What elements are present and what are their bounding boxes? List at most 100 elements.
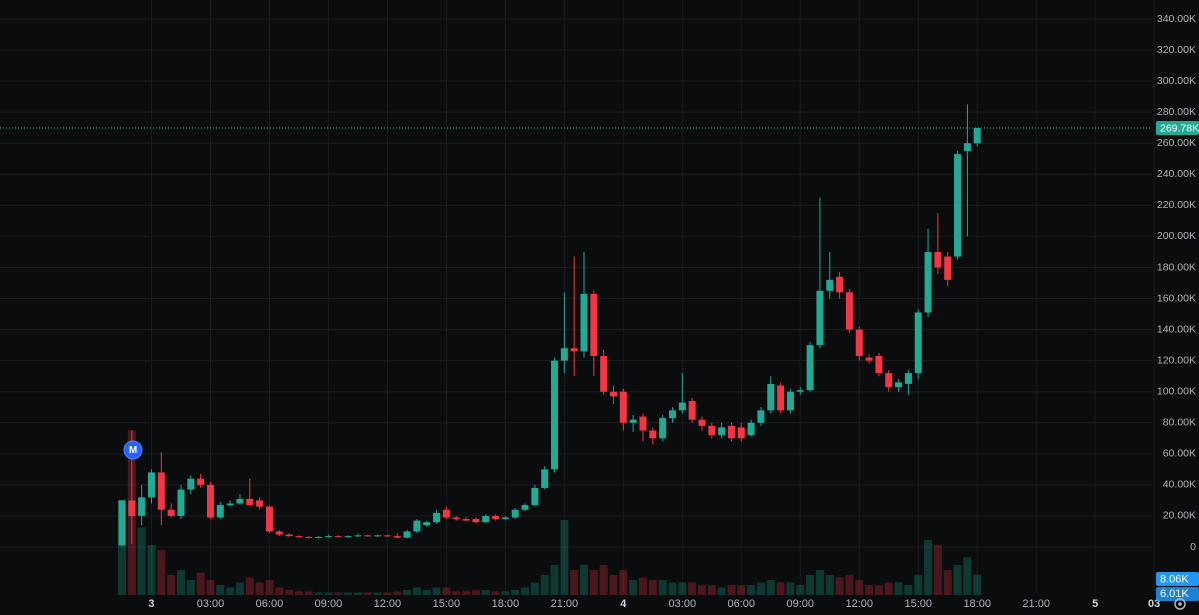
candle-body — [315, 536, 323, 538]
volume-bar — [796, 585, 805, 595]
volume-bar — [334, 592, 343, 595]
y-tick-label: 220.00K — [1157, 199, 1196, 211]
volume-bar — [314, 592, 323, 595]
x-tick-label: 5 — [1092, 598, 1098, 610]
volume-bar — [442, 587, 451, 595]
volume-bar — [137, 527, 146, 595]
x-tick-label: 15:00 — [904, 598, 932, 610]
candle-body — [590, 293, 598, 356]
last-price-label: 269.78K — [1160, 122, 1199, 134]
volume-bar — [914, 575, 923, 595]
x-tick-label: 21:00 — [1022, 598, 1050, 610]
candle-body — [757, 410, 765, 423]
candle-body — [187, 478, 195, 490]
y-tick-label: 160.00K — [1157, 292, 1196, 304]
volume-bar — [825, 575, 834, 595]
volume-bar — [963, 557, 972, 595]
candle-body — [147, 472, 155, 498]
candle-body — [324, 536, 332, 538]
volume-bar — [373, 592, 382, 595]
volume-bar — [865, 585, 874, 595]
candle-body — [610, 391, 617, 397]
volume-bar — [452, 591, 461, 595]
volume-bar — [275, 587, 284, 595]
volume-bar — [570, 570, 579, 595]
candle-body — [167, 509, 175, 516]
candle-body — [275, 531, 283, 535]
candle-body — [944, 256, 952, 280]
x-tick-label: 21:00 — [551, 598, 579, 610]
y-tick-label: 40.00K — [1163, 479, 1196, 491]
candle-body — [521, 505, 529, 510]
x-tick-label: 12:00 — [845, 598, 873, 610]
candle-body — [482, 515, 490, 523]
candle-body — [727, 425, 735, 439]
volume-bar — [894, 582, 903, 595]
settings-icon[interactable] — [1174, 598, 1186, 610]
candle-body — [246, 498, 254, 506]
volume-bar — [874, 585, 883, 595]
candle-body — [865, 357, 873, 361]
settings-icon-center[interactable] — [1178, 602, 1182, 606]
candle-body — [934, 251, 942, 268]
volume-bar — [118, 500, 126, 595]
candle-body — [875, 355, 883, 374]
candle-body — [973, 128, 981, 144]
candle-body — [560, 348, 568, 361]
candle-body — [226, 503, 234, 506]
volume-bar — [638, 577, 647, 595]
candle-body — [256, 500, 264, 507]
volume-bar — [255, 582, 264, 595]
volume-bar — [393, 591, 402, 595]
candle-body — [639, 416, 647, 431]
volume-bar — [697, 585, 706, 595]
x-tick-label: 18:00 — [963, 598, 991, 610]
volume-bar — [619, 570, 628, 595]
volume-bar — [324, 592, 333, 595]
x-tick-label: 03:00 — [669, 598, 697, 610]
volume-bar — [235, 582, 244, 595]
candle-body — [295, 536, 303, 538]
candle-body — [285, 534, 293, 537]
candle-body — [678, 402, 686, 411]
candle-body — [551, 360, 559, 470]
candle-body — [374, 535, 382, 537]
volume-bar — [216, 585, 225, 595]
candle-body — [914, 312, 922, 374]
candle-body — [688, 401, 696, 420]
volume-bar — [265, 580, 274, 595]
volume-bar — [747, 585, 756, 595]
candle-body — [895, 382, 903, 388]
y-tick-label: 240.00K — [1157, 168, 1196, 180]
volume-bar — [717, 587, 726, 595]
volume-ma-tag — [1156, 587, 1199, 601]
axes: 0 20.00K 40.00K 60.00K 80.00K 100.00K 120.00K 1… — [0, 13, 1199, 610]
volume-bar — [167, 575, 176, 595]
candle-body — [541, 469, 549, 488]
volume-bar — [609, 575, 618, 595]
volume-bar — [157, 550, 166, 595]
volume-bar — [668, 582, 677, 595]
candle-body — [354, 535, 362, 537]
volume-bar — [403, 590, 412, 595]
volume-bar — [196, 572, 205, 595]
volume-bar — [855, 580, 864, 595]
candle-body — [570, 348, 578, 352]
volume-tag-label: 8.06K — [1160, 573, 1189, 585]
x-tick-label: 4 — [620, 598, 627, 610]
candle-body — [954, 154, 962, 257]
candle-body — [531, 487, 539, 506]
marker[interactable] — [123, 440, 143, 460]
x-tick-label: 06:00 — [256, 598, 284, 610]
volume-bar — [471, 590, 480, 595]
volume-bar — [815, 570, 824, 595]
candle-body — [885, 373, 893, 388]
y-tick-label: 60.00K — [1163, 448, 1196, 460]
candle-body — [128, 500, 136, 516]
volume-bar — [737, 585, 746, 595]
volume-bar — [383, 592, 392, 595]
marker-label[interactable]: M — [129, 445, 137, 456]
volume-bar — [422, 590, 431, 595]
candle-body — [629, 419, 637, 423]
volume-bar — [530, 582, 539, 595]
